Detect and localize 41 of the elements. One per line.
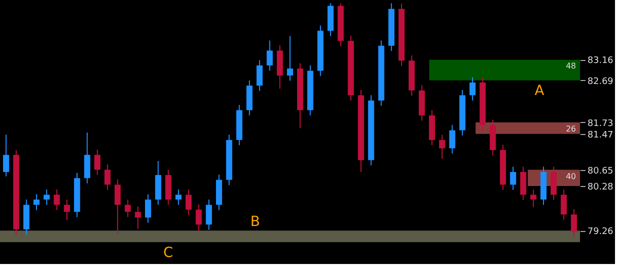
candlestick <box>449 124 456 154</box>
candlestick <box>84 132 90 184</box>
y-tick-label: 81.73 <box>588 118 614 129</box>
candlestick <box>114 178 121 234</box>
annotation: B <box>250 214 260 230</box>
y-tick-label: 80.65 <box>588 166 614 176</box>
candlestick <box>560 188 567 220</box>
candlestick <box>124 199 131 218</box>
candlestick <box>196 204 202 232</box>
candlestick <box>256 60 263 92</box>
candlestick <box>3 134 10 177</box>
band-label: 40 <box>566 172 576 181</box>
candlestick <box>44 188 50 206</box>
y-tick-label: 79.26 <box>588 227 614 238</box>
y-tick-label: 83.16 <box>588 56 614 66</box>
candlestick <box>520 166 526 201</box>
candlestick <box>186 188 192 216</box>
candlestick <box>439 134 446 160</box>
candlestick <box>175 188 182 206</box>
candlestick <box>206 199 212 230</box>
candlestick <box>94 149 100 176</box>
candlestick <box>570 208 577 238</box>
candlestick <box>54 188 60 211</box>
y-tick-label: 80.28 <box>588 182 614 192</box>
candlestick <box>145 194 152 224</box>
band-label: 26 <box>566 124 576 134</box>
annotation: C <box>163 245 174 261</box>
candlestick <box>510 166 516 190</box>
y-tick-label: 82.69 <box>588 76 614 87</box>
candlestick <box>469 76 476 101</box>
band-label: 48 <box>566 62 576 71</box>
candlestick <box>530 188 536 208</box>
candlestick <box>64 199 70 221</box>
candlestick <box>286 36 294 82</box>
annotation: A <box>534 83 545 99</box>
y-tick-label: 81.47 <box>588 130 614 140</box>
candlestick <box>104 164 111 190</box>
candlestick <box>550 166 557 201</box>
candlestick <box>33 194 40 211</box>
candlestick <box>134 206 141 230</box>
candlestick <box>266 40 273 72</box>
